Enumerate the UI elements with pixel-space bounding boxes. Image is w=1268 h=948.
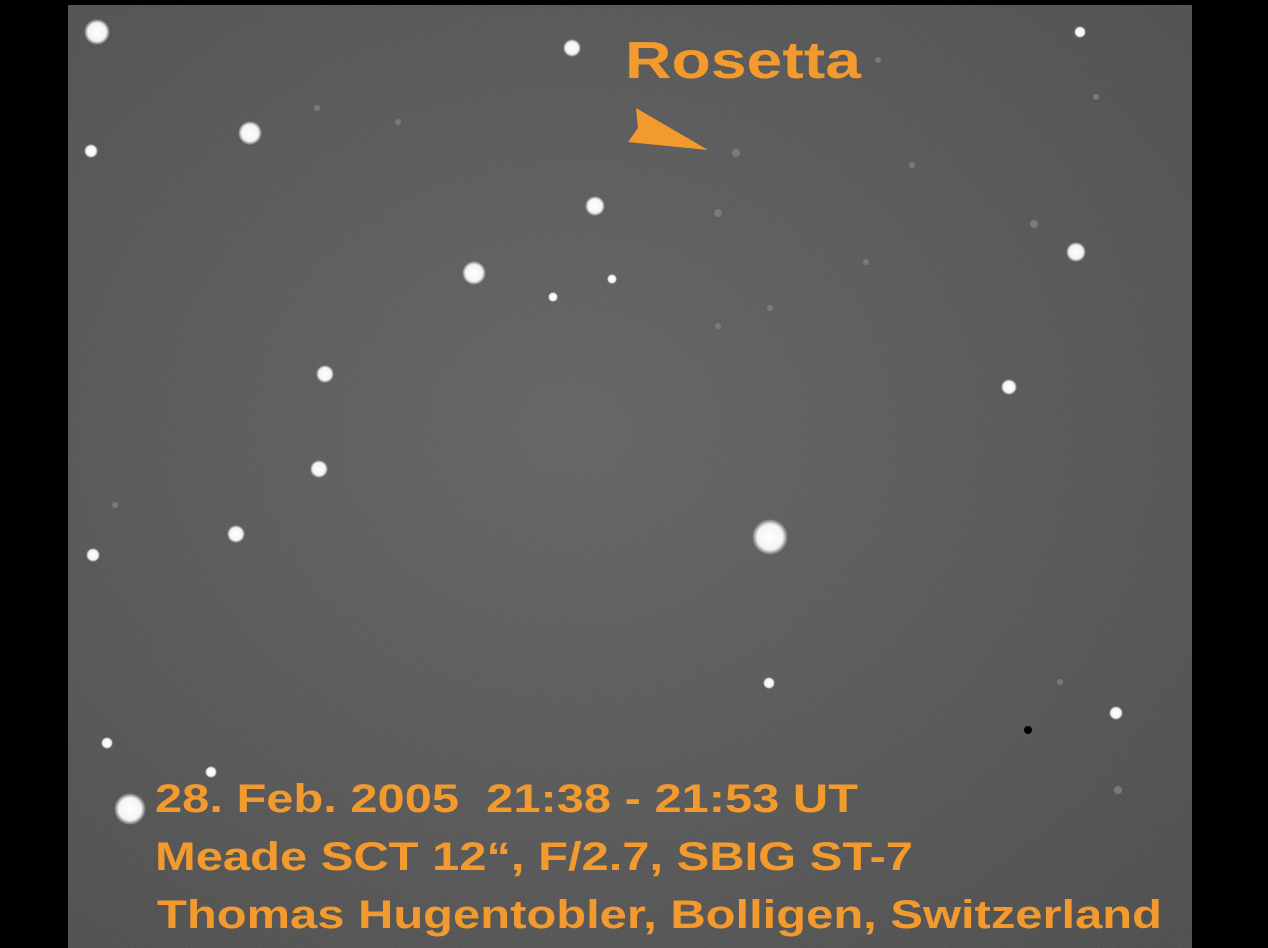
faint-star <box>767 305 773 311</box>
faint-star <box>1114 786 1122 794</box>
page: Rosetta 28. Feb. 2005 21:38 - 21:53 UT M… <box>0 0 1268 948</box>
faint-star <box>875 57 881 63</box>
screenshot: Rosetta 28. Feb. 2005 21:38 - 21:53 UT M… <box>0 0 1268 948</box>
faint-star <box>1057 679 1063 685</box>
caption-line: Meade SCT 12“, F/2.7, SBIG ST-7 <box>155 835 913 879</box>
object-label: Rosetta <box>625 32 862 90</box>
star <box>585 196 605 216</box>
star <box>316 365 334 383</box>
star <box>84 19 110 45</box>
dark-spot <box>1024 726 1032 734</box>
faint-star <box>732 149 740 157</box>
star <box>86 548 100 562</box>
star <box>752 519 788 555</box>
star <box>548 292 558 302</box>
faint-star <box>112 502 118 508</box>
star <box>1074 26 1086 38</box>
faint-star <box>1093 94 1099 100</box>
star <box>310 460 328 478</box>
faint-star <box>715 323 721 329</box>
star <box>227 525 245 543</box>
faint-star <box>714 209 722 217</box>
faint-star <box>863 259 869 265</box>
star <box>1066 242 1086 262</box>
star <box>1001 379 1017 395</box>
faint-star <box>1030 220 1038 228</box>
faint-star <box>395 119 401 125</box>
faint-star <box>909 162 915 168</box>
star <box>763 677 775 689</box>
star <box>84 144 98 158</box>
faint-star <box>314 105 320 111</box>
star <box>607 274 617 284</box>
star <box>114 793 146 825</box>
caption-line: Thomas Hugentobler, Bolligen, Switzerlan… <box>157 893 1162 937</box>
caption-line: 28. Feb. 2005 21:38 - 21:53 UT <box>155 777 858 821</box>
star <box>238 121 262 145</box>
star <box>1109 706 1123 720</box>
star <box>563 39 581 57</box>
star <box>101 737 113 749</box>
star <box>462 261 486 285</box>
